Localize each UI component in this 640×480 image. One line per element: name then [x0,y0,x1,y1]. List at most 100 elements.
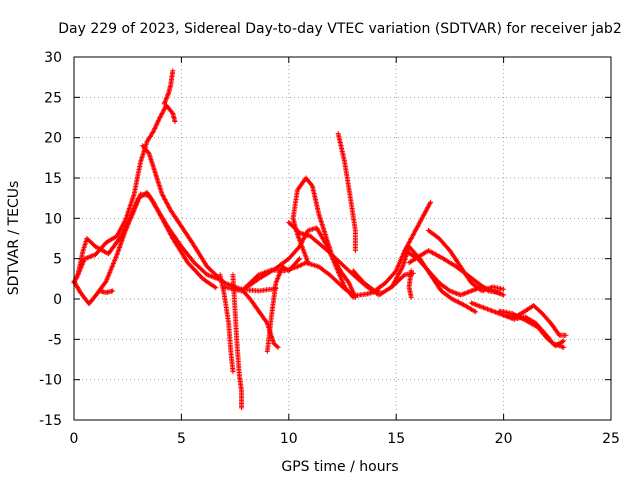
data-point-markers [151,199,164,220]
data-point-markers [295,233,311,266]
series-track-1 [71,191,223,307]
series-track-24 [496,308,567,349]
data-point-markers [406,284,414,300]
y-tick-label: 20 [44,131,62,147]
data-point-markers [436,236,452,252]
grid [74,57,611,420]
data-point-markers [290,189,300,221]
data-point-markers [269,281,279,318]
series-track-3 [73,102,178,282]
data-point-markers [159,215,175,240]
data-point-markers [159,191,173,212]
data-point-markers [146,151,158,175]
axis-ticks: 0 5 10 15 20 25 -15 -10 -5 0 5 10 15 20 25 30 [39,50,620,447]
y-tick-label: -5 [48,332,62,348]
data-point-markers [552,338,567,349]
data-point-markers [389,265,405,290]
x-axis-label: GPS time / hours [281,459,398,475]
data-point-markers [234,344,242,377]
data-point-markers [327,272,344,289]
plot-frame [73,56,612,421]
data-point-markers [103,288,116,295]
data-point-markers [307,233,329,253]
data-point-markers [144,130,156,145]
data-point-markers [114,218,128,239]
data-points [71,68,569,411]
series-track-8 [230,272,244,411]
data-point-markers [127,197,141,221]
data-point-markers [144,190,156,204]
data-point-markers [393,249,407,274]
data-point-markers [342,159,354,204]
data-point-markers [449,296,467,308]
data-point-markers [425,268,441,285]
data-point-markers [453,264,469,277]
data-point-markers [168,207,184,228]
data-point-markers [236,373,244,393]
data-point-markers [200,276,219,291]
data-point-markers [348,199,358,232]
data-point-markers [314,225,330,248]
data-point-markers [239,389,244,411]
data-point-markers [140,143,151,156]
data-point-markers [256,308,269,325]
x-tick-label: 0 [70,431,79,447]
x-tick-label: 25 [602,431,620,447]
data-point-markers [539,311,553,325]
data-point-markers [168,68,176,88]
data-point-markers [406,268,414,288]
data-point-markers [325,248,342,265]
data-point-markers [441,256,458,269]
series-track-20 [406,248,502,295]
x-tick-label: 10 [280,431,298,447]
data-point-markers [294,176,308,193]
data-point-markers [178,223,194,244]
data-point-markers [316,264,331,277]
data-point-markers [383,269,398,286]
y-tick-label: 25 [44,90,62,106]
data-point-markers [239,277,260,294]
data-point-markers [309,183,321,216]
y-tick-label: 10 [44,211,62,227]
data-point-markers [93,241,108,258]
data-point-markers [475,280,490,293]
data-point-markers [163,102,175,115]
y-tick-label: 15 [44,171,62,187]
data-point-markers [286,245,302,262]
data-point-markers [191,260,209,277]
series-track-7 [217,272,236,375]
data-point-markers [93,280,108,299]
data-point-markers [419,199,434,221]
data-point-markers [170,236,190,264]
data-point-markers [531,303,544,315]
data-point-markers [548,320,562,337]
data-point-markers [103,234,119,245]
data-point-markers [73,257,87,282]
data-point-markers [406,248,430,266]
x-tick-label: 15 [387,431,405,447]
data-point-markers [490,284,507,292]
y-tick-label: 30 [44,50,62,66]
data-point-markers [438,288,454,301]
series-track-15 [335,131,358,254]
x-tick-label: 5 [177,431,186,447]
data-point-markers [372,281,387,294]
data-point-markers [118,217,132,239]
series-track-12 [221,225,356,300]
data-point-markers [286,219,301,235]
data-point-markers [226,320,234,353]
data-point-markers [535,324,549,340]
y-tick-label: -15 [39,413,62,429]
data-point-markers [153,171,165,196]
data-point-markers [522,314,537,325]
data-point-markers [509,311,527,322]
data-point-markers [376,285,394,298]
series-track-6 [97,288,116,295]
data-point-markers [273,257,291,271]
data-point-markers [436,280,452,293]
data-point-markers [335,131,347,163]
data-point-markers [221,292,231,325]
data-point-markers [337,260,355,277]
series-track-2 [71,190,219,291]
